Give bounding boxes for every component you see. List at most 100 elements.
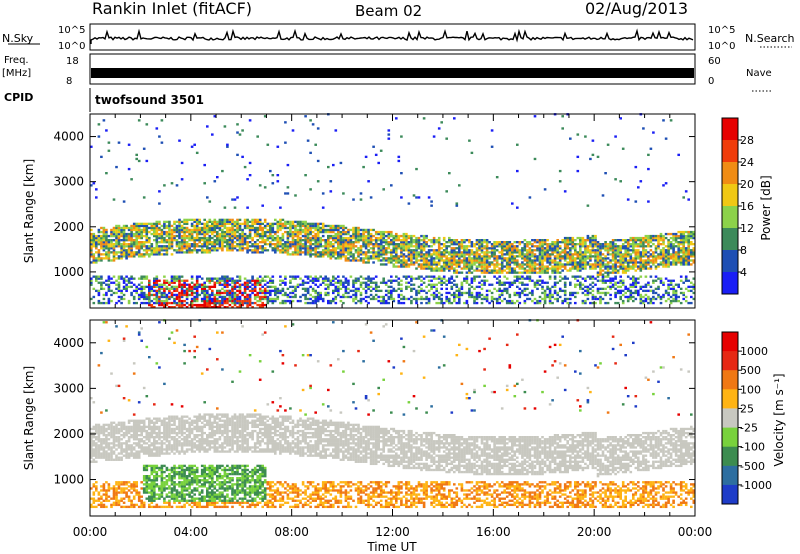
heatmap-cell xyxy=(531,267,534,270)
heatmap-cell xyxy=(505,267,509,270)
heatmap-cell xyxy=(316,228,320,232)
heatmap-cell xyxy=(193,230,196,234)
heatmap-cell xyxy=(279,301,282,305)
heatmap-cell xyxy=(614,287,617,291)
heatmap-cell xyxy=(553,289,557,293)
heatmap-cell xyxy=(180,226,184,230)
heatmap-cell xyxy=(548,247,552,250)
heatmap-cell xyxy=(185,297,189,301)
heatmap-cell xyxy=(594,261,597,264)
heatmap-cell xyxy=(291,289,295,293)
heatmap-cell xyxy=(155,275,159,278)
heatmap-cell xyxy=(120,251,123,254)
heatmap-cell xyxy=(591,251,595,254)
heatmap-cell xyxy=(637,243,640,246)
heatmap-cell xyxy=(589,245,592,248)
heatmap-cell xyxy=(324,245,327,248)
heatmap-cell xyxy=(397,247,401,250)
heatmap-cell xyxy=(357,259,360,262)
heatmap-cell xyxy=(352,257,355,260)
heatmap-cell xyxy=(410,263,413,266)
heatmap-cell xyxy=(188,239,191,242)
heatmap-cell xyxy=(616,247,620,250)
heatmap-cell xyxy=(639,243,643,246)
heatmap-cell xyxy=(614,178,617,181)
heatmap-cell xyxy=(223,275,227,278)
heatmap-cell xyxy=(122,255,126,258)
heatmap-cell xyxy=(261,222,264,226)
heatmap-cell xyxy=(168,234,171,238)
heatmap-cell xyxy=(387,236,391,240)
heatmap-cell xyxy=(221,283,224,286)
heatmap-cell xyxy=(344,243,348,246)
heatmap-cell xyxy=(614,267,617,270)
heatmap-cell xyxy=(266,249,270,252)
heatmap-cell xyxy=(110,299,113,303)
heatmap-cell xyxy=(241,234,244,238)
heatmap-cell xyxy=(316,285,320,289)
heatmap-cell xyxy=(216,236,219,240)
heatmap-cell xyxy=(657,287,660,291)
heatmap-cell xyxy=(569,263,572,266)
heatmap-cell xyxy=(271,281,275,284)
heatmap-cell xyxy=(183,226,186,230)
heatmap-cell xyxy=(367,259,370,262)
heatmap-cell xyxy=(662,265,665,268)
heatmap-cell xyxy=(342,236,345,240)
heatmap-cell xyxy=(485,269,489,272)
heatmap-cell xyxy=(117,289,121,293)
heatmap-cell xyxy=(563,281,567,284)
heatmap-cell xyxy=(639,287,643,291)
heatmap-cell xyxy=(110,230,113,234)
heatmap-cell xyxy=(367,287,370,291)
heatmap-cell xyxy=(226,283,229,286)
heatmap-cell xyxy=(379,239,383,242)
heatmap-cell xyxy=(241,283,244,286)
heatmap-cell xyxy=(498,271,501,274)
heatmap-cell xyxy=(304,232,307,236)
heatmap-cell xyxy=(637,245,640,248)
heatmap-cell xyxy=(291,277,295,280)
heatmap-cell xyxy=(218,234,222,238)
heatmap-cell xyxy=(654,267,658,270)
heatmap-cell xyxy=(475,257,479,260)
heatmap-cell xyxy=(621,269,625,272)
heatmap-cell xyxy=(289,285,292,289)
heatmap-cell xyxy=(621,265,625,268)
heatmap-cell xyxy=(329,255,333,258)
heatmap-cell xyxy=(130,241,133,244)
heatmap-cell xyxy=(604,172,607,175)
heatmap-cell xyxy=(483,267,486,270)
heatmap-cell xyxy=(337,285,340,289)
heatmap-cell xyxy=(311,234,315,238)
heatmap-cell xyxy=(639,299,643,303)
heatmap-cell xyxy=(521,271,524,274)
heatmap-cell xyxy=(284,141,287,144)
heatmap-cell xyxy=(357,255,360,258)
heatmap-cell xyxy=(586,285,590,289)
heatmap-cell xyxy=(148,297,151,301)
heatmap-cell xyxy=(314,226,317,230)
heatmap-cell xyxy=(354,289,358,293)
heatmap-cell xyxy=(256,230,259,234)
heatmap-cell xyxy=(500,283,504,286)
heatmap-cell xyxy=(599,251,602,254)
heatmap-cell xyxy=(271,226,275,230)
heatmap-cell xyxy=(105,232,108,236)
heatmap-cell xyxy=(621,259,625,262)
heatmap-cell xyxy=(142,230,146,234)
heatmap-cell xyxy=(458,249,461,252)
heatmap-cell xyxy=(579,255,582,258)
heatmap-cell xyxy=(596,253,600,256)
heatmap-cell xyxy=(556,293,559,297)
heatmap-cell xyxy=(558,253,562,256)
heatmap-cell xyxy=(533,241,537,244)
heatmap-cell xyxy=(563,241,567,244)
heatmap-cell xyxy=(120,295,123,299)
heatmap-cell xyxy=(226,291,229,295)
heatmap-cell xyxy=(271,243,275,246)
heatmap-cell xyxy=(639,255,643,258)
heatmap-cell xyxy=(458,247,461,250)
heatmap-cell xyxy=(92,243,96,246)
heatmap-cell xyxy=(558,279,562,282)
